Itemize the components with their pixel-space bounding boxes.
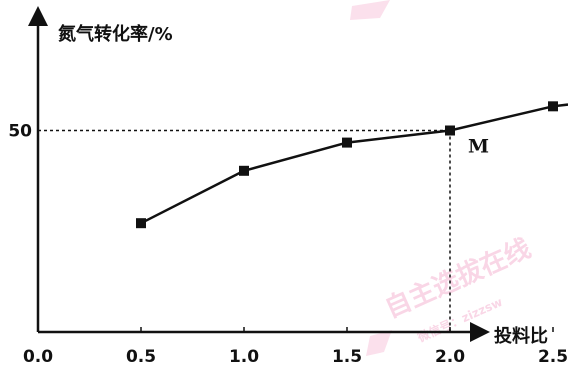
- x-axis-label: 投料比: [494, 325, 548, 347]
- annotations: M: [468, 136, 489, 158]
- series: [136, 101, 568, 229]
- x-tick-label-4: 2.0: [435, 347, 465, 367]
- watermark-text: 自主选拔在线: [380, 233, 535, 325]
- y-tick-label-0: 50: [8, 122, 32, 142]
- data-point-0: [136, 218, 146, 229]
- watermark: 自主选拔在线 微信号：zizzsw: [350, 0, 535, 356]
- data-point-1: [239, 165, 249, 176]
- x-tick-label-3: 1.5: [332, 347, 362, 367]
- guide-lines: [38, 129, 451, 332]
- series-line: [140, 103, 568, 225]
- axes: 氮气转化率/% 投料比: [28, 6, 548, 347]
- annotation-label-m: M: [468, 136, 489, 158]
- data-point-4: [548, 101, 558, 112]
- x-tick-label-1: 0.5: [126, 347, 156, 367]
- data-point-3: [445, 125, 455, 136]
- x-tick-label-5: 2.5: [538, 347, 568, 367]
- x-tick-label-0: 0.0: [23, 347, 53, 367]
- x-ticks: 0.00.51.01.52.02.53.03.54.0: [23, 327, 568, 367]
- y-ticks: 50: [8, 122, 32, 142]
- data-point-2: [342, 137, 352, 148]
- y-axis-label: 氮气转化率/%: [58, 23, 173, 45]
- x-tick-label-2: 1.0: [229, 347, 259, 367]
